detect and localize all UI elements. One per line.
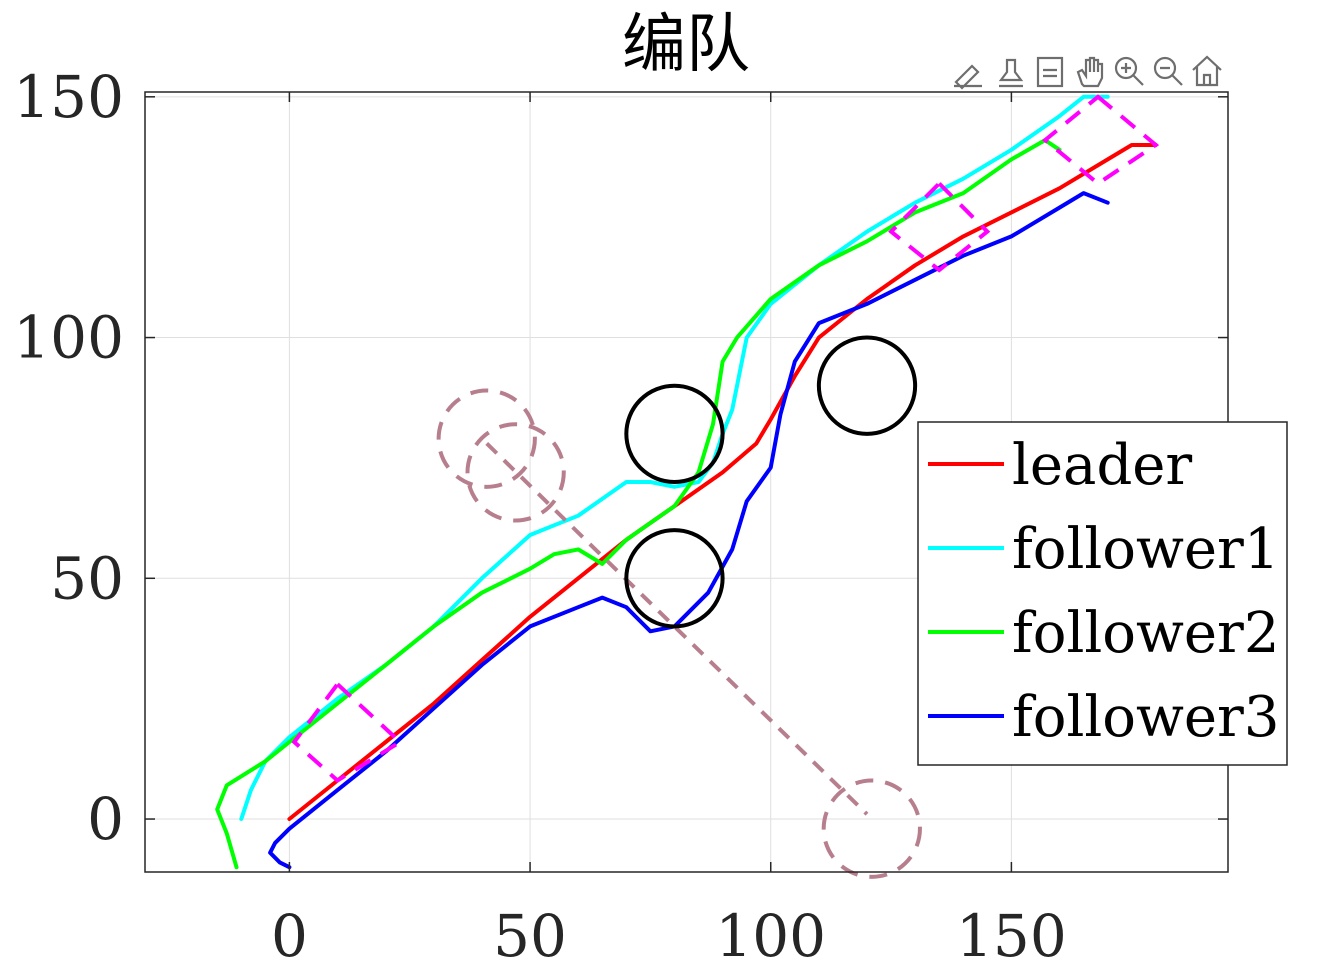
legend-label-follower2: follower2 [1012,601,1279,666]
moving-obstacle-circle [821,778,922,879]
legend-box [917,421,1288,766]
home-icon[interactable] [1192,55,1222,87]
moving-obstacle-circle [465,422,566,523]
static-obstacle-circle [816,335,918,436]
static-obstacle-circle [624,528,725,629]
x-tick-label: 0 [271,902,308,970]
y-tick-label: 0 [87,785,124,853]
y-tick-label: 50 [50,544,124,612]
pan-icon[interactable] [1076,56,1104,88]
y-tick-label: 150 [13,63,124,131]
zoom-in-icon[interactable] [1114,56,1144,86]
formation-box [888,180,991,273]
legend: leader follower1 follower2 follower3 [917,421,1288,766]
chart-title: 编队 [622,8,750,82]
axis-ticks: 0 50 100 150 0 50 100 150 [13,63,1228,970]
moving-obstacle-path [485,442,869,816]
moving-obstacle-circle [436,388,537,489]
obstacles [436,335,922,879]
legend-label-follower3: follower3 [1012,685,1279,750]
formation-boxes [291,94,1160,783]
x-tick-label: 150 [956,902,1067,970]
series-line-follower2 [215,138,1062,870]
static-obstacle-circle [624,383,725,484]
legend-label-leader: leader [1012,433,1192,498]
zoom-out-icon[interactable] [1153,56,1183,86]
axes-toolbar [954,55,1222,90]
x-tick-label: 50 [493,902,567,970]
export-icon[interactable] [1036,56,1064,88]
legend-label-follower1: follower1 [1012,517,1279,582]
x-tick-label: 100 [715,902,826,970]
series-line-leader [287,143,1158,821]
y-tick-label: 100 [13,304,124,372]
data-tip-icon[interactable] [998,58,1024,88]
formation-box [291,681,404,783]
brush-icon[interactable] [954,64,982,90]
